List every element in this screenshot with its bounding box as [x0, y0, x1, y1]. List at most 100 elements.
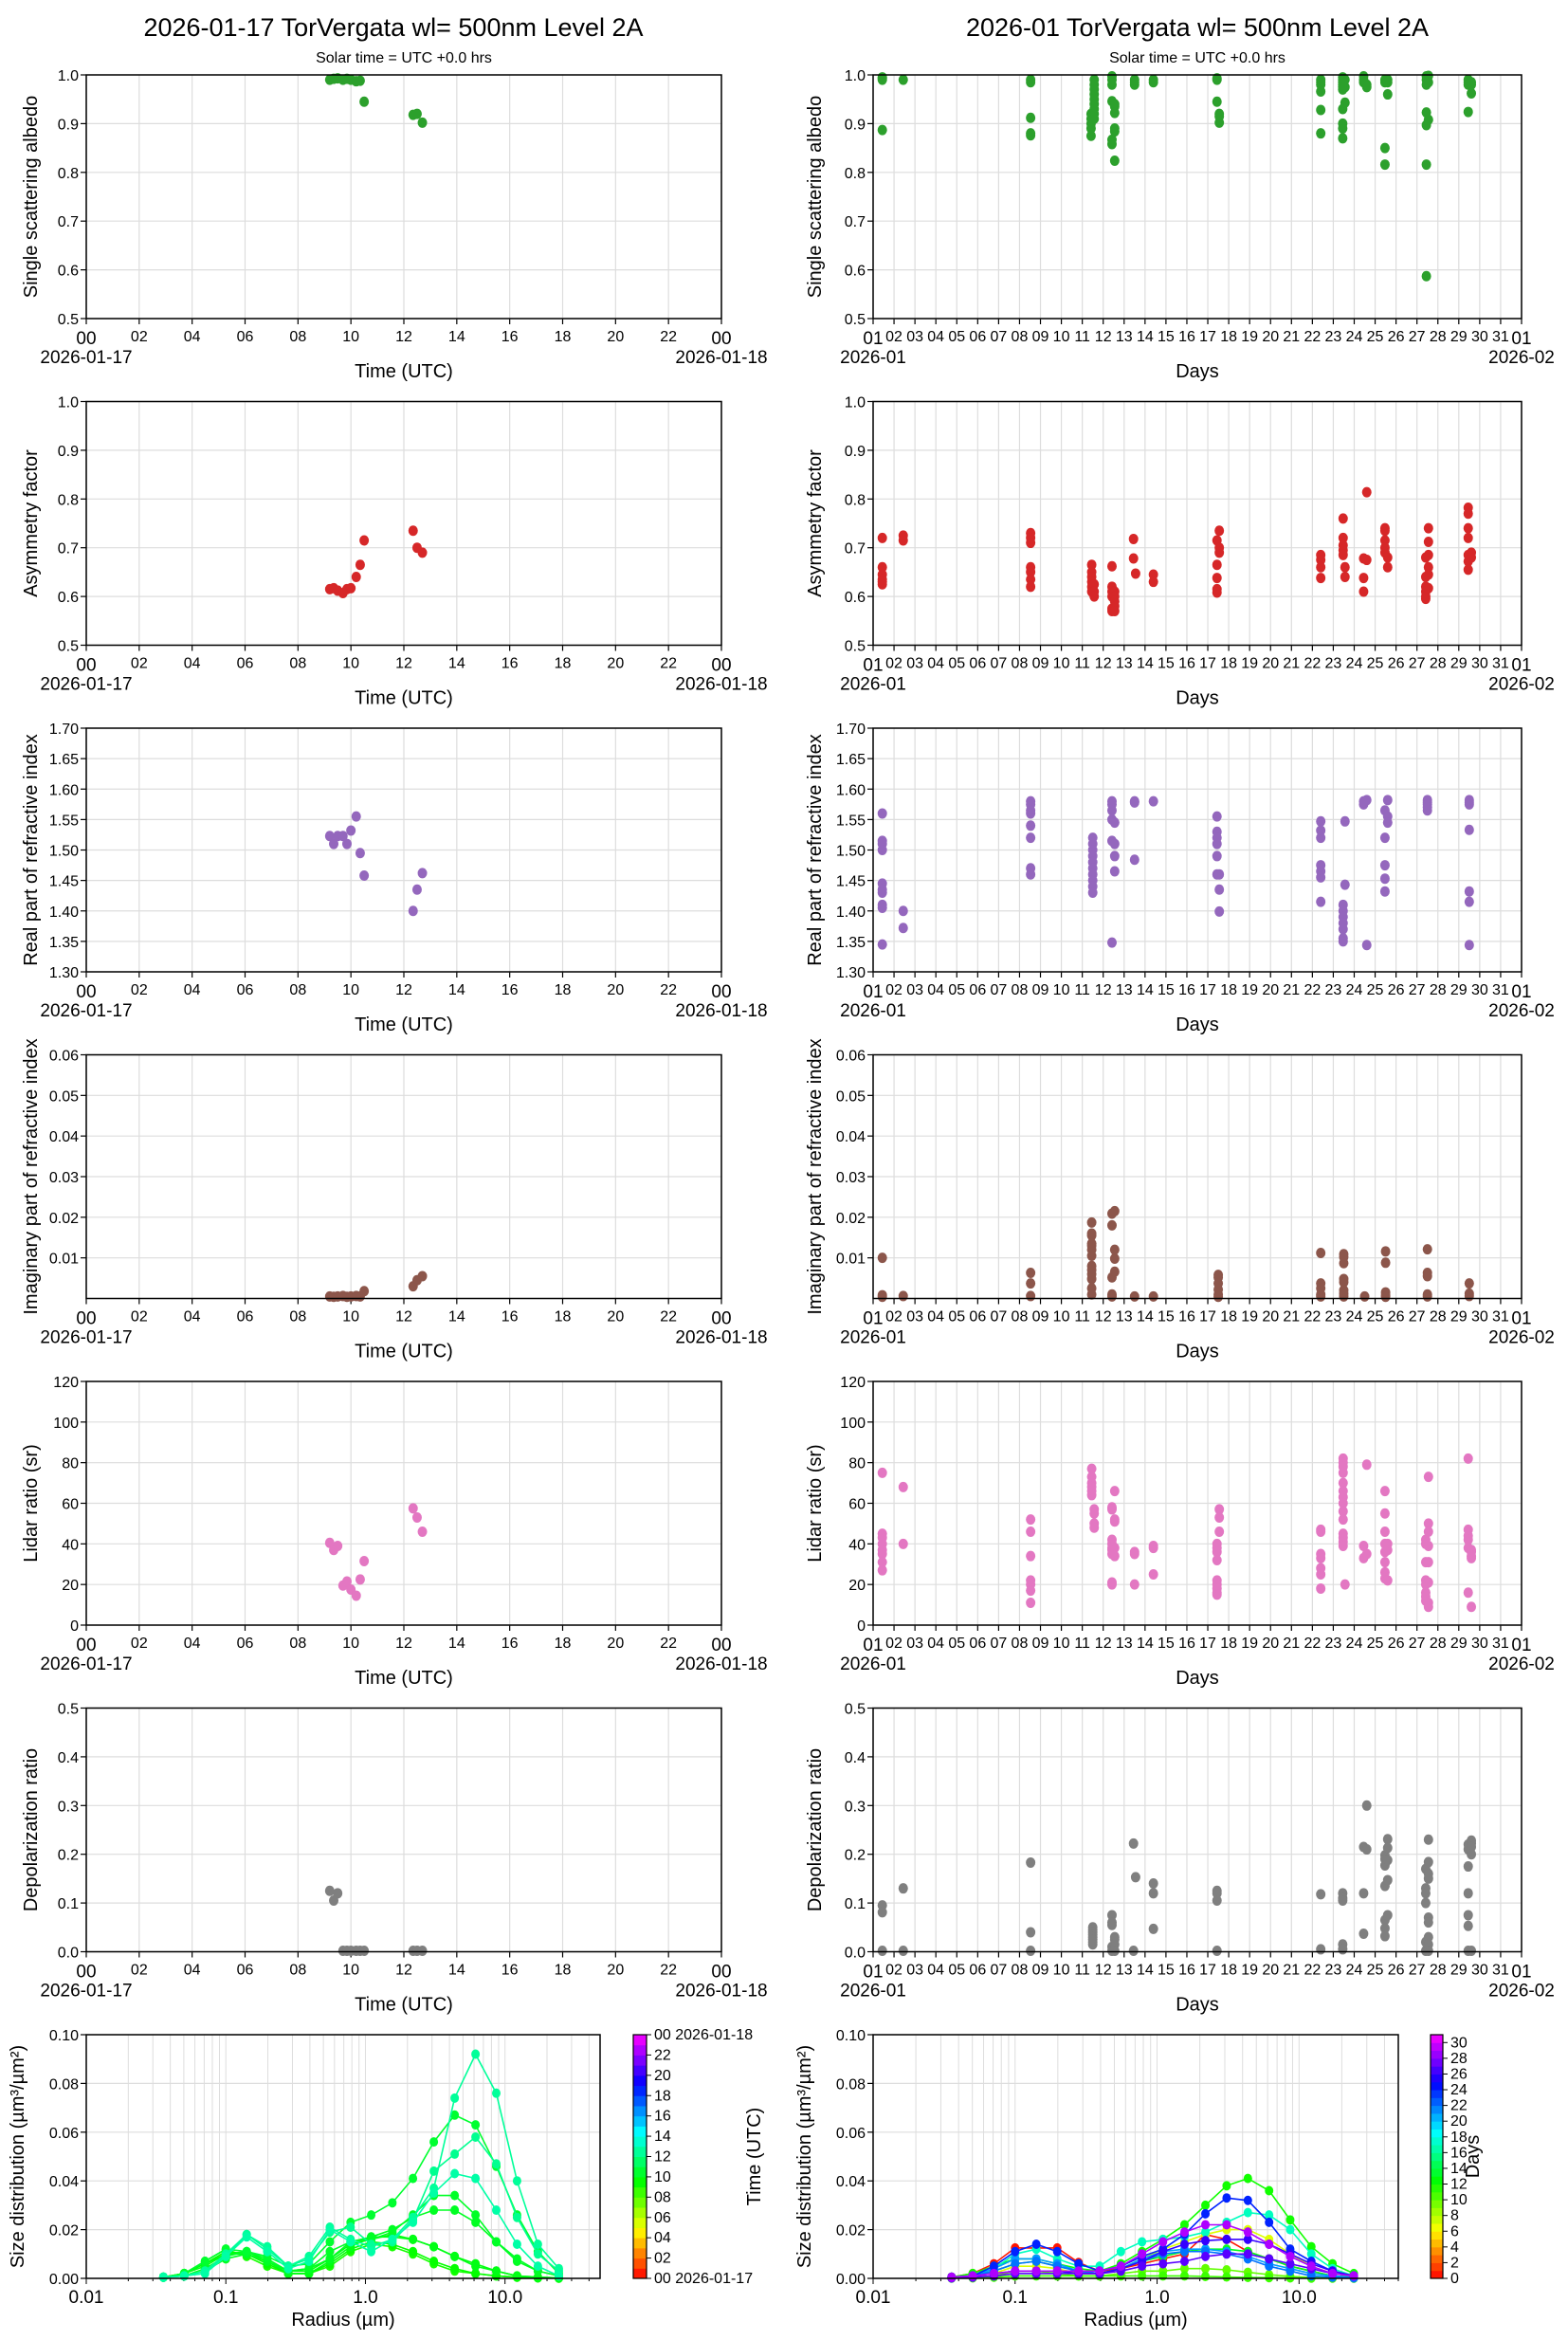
data-point	[1380, 1257, 1391, 1269]
colorbar-segment	[1431, 2081, 1443, 2091]
data-point	[1129, 74, 1140, 85]
data-point	[1212, 838, 1222, 850]
data-point	[1338, 1540, 1348, 1551]
data-point	[359, 535, 370, 546]
data-point	[1379, 142, 1390, 154]
data-point	[429, 2205, 439, 2216]
data-point	[1349, 2271, 1358, 2281]
data-point	[877, 1557, 887, 1568]
data-point	[351, 1590, 361, 1601]
data-point	[1212, 587, 1222, 598]
x-tick-label: 1.0	[1144, 2288, 1169, 2308]
y-tick-label: 0.05	[836, 1088, 866, 1105]
x-tick-label: 20	[1262, 1309, 1279, 1325]
data-point	[429, 2188, 439, 2199]
colorbar-tick-label: 4	[1450, 2239, 1459, 2256]
x-tick-label: 12	[1095, 982, 1112, 998]
data-point	[1026, 1585, 1036, 1597]
data-point	[877, 1291, 887, 1303]
data-point	[898, 1945, 908, 1956]
data-point	[1361, 1844, 1372, 1856]
data-point	[1265, 2261, 1274, 2272]
data-point	[1340, 561, 1350, 573]
x-tick-label: 19	[1241, 1309, 1258, 1325]
x-tick-label: 04	[927, 329, 944, 345]
data-point	[1423, 1873, 1433, 1884]
x-tick-label: 14	[448, 1636, 465, 1652]
colorbar-tick-label: 24	[1450, 2082, 1468, 2098]
data-point	[1285, 2266, 1295, 2276]
x-tick-label: 24	[1346, 1636, 1363, 1652]
y-tick-label: 1.35	[49, 935, 79, 951]
data-point	[1011, 2258, 1020, 2269]
y-tick-label: 0.6	[845, 264, 866, 280]
x-tick-label: 0.1	[213, 2288, 238, 2308]
colorbar-tick-label: 8	[1450, 2208, 1459, 2224]
x-tick-label: 02	[131, 1309, 148, 1325]
colorbar-segment	[1431, 2191, 1443, 2201]
y-tick-label: 1.40	[836, 905, 866, 921]
x-tick-label: 22	[660, 656, 677, 672]
data-point	[877, 939, 887, 950]
data-point	[1109, 606, 1120, 617]
x-tick-label: 14	[1137, 1963, 1154, 1979]
x-tick-label: 10	[1053, 982, 1070, 998]
y-tick-label: 0.2	[58, 1848, 79, 1864]
data-point	[1338, 1506, 1348, 1517]
colorbar-tick-label: 00 2026-01-17	[654, 2271, 753, 2287]
x-tick-label: 04	[184, 656, 201, 672]
data-point	[1138, 2271, 1147, 2281]
y-axis-label: Lidar ratio (sr)	[21, 1444, 42, 1562]
data-point	[1358, 1540, 1369, 1551]
data-point	[450, 2190, 460, 2201]
data-point	[1463, 1920, 1473, 1931]
x-tick-label: 01	[1511, 1309, 1531, 1329]
data-point	[1338, 123, 1348, 135]
data-point	[1340, 82, 1350, 93]
data-point	[471, 2120, 481, 2130]
x-tick-label: 03	[906, 656, 923, 672]
data-point	[359, 1945, 370, 1956]
data-point	[1109, 1945, 1120, 1956]
data-point	[1285, 2215, 1295, 2225]
x-tick-label: 00	[76, 329, 96, 349]
x-tick-label: 30	[1471, 1309, 1488, 1325]
x-tick-label: 26	[1388, 1309, 1405, 1325]
x-tick-label: 20	[607, 982, 624, 998]
data-point	[450, 2263, 460, 2274]
data-point	[471, 2210, 481, 2221]
x-tick-label: 17	[1199, 982, 1216, 998]
x-tick-label: 10	[342, 1963, 359, 1979]
data-point	[1379, 873, 1390, 885]
data-point	[533, 2261, 542, 2272]
x-tick-label: 14	[448, 1309, 465, 1325]
x-tick-label: 1.0	[353, 2288, 377, 2308]
colorbar-tick-label: 08	[654, 2189, 671, 2205]
data-point	[1463, 564, 1473, 576]
y-tick-label: 60	[62, 1497, 79, 1513]
x-tick-label: 05	[948, 1309, 965, 1325]
data-point	[898, 923, 908, 934]
colorbar-segment	[633, 2035, 647, 2046]
data-point	[1382, 552, 1393, 563]
data-point	[1026, 808, 1036, 819]
data-point	[1316, 1526, 1326, 1537]
data-point	[1306, 2241, 1316, 2252]
data-point	[877, 532, 887, 543]
data-point	[1148, 1878, 1158, 1890]
colorbar-segment	[633, 2156, 647, 2167]
colorbar-tick-label: 20	[654, 2068, 671, 2084]
data-point	[1463, 522, 1473, 534]
data-point	[1212, 811, 1222, 822]
x-tick-label: 08	[1012, 1309, 1029, 1325]
y-tick-label: 0.4	[58, 1750, 79, 1766]
colorbar-segment	[633, 2217, 647, 2228]
data-point	[512, 2212, 521, 2222]
data-point	[1026, 581, 1036, 593]
data-point	[1129, 796, 1140, 808]
x-tick-label: 18	[555, 329, 572, 345]
data-point	[1179, 2271, 1189, 2281]
y-tick-label: 0.9	[845, 117, 866, 133]
data-point	[1109, 107, 1120, 119]
x-tick-label: 31	[1492, 656, 1509, 672]
